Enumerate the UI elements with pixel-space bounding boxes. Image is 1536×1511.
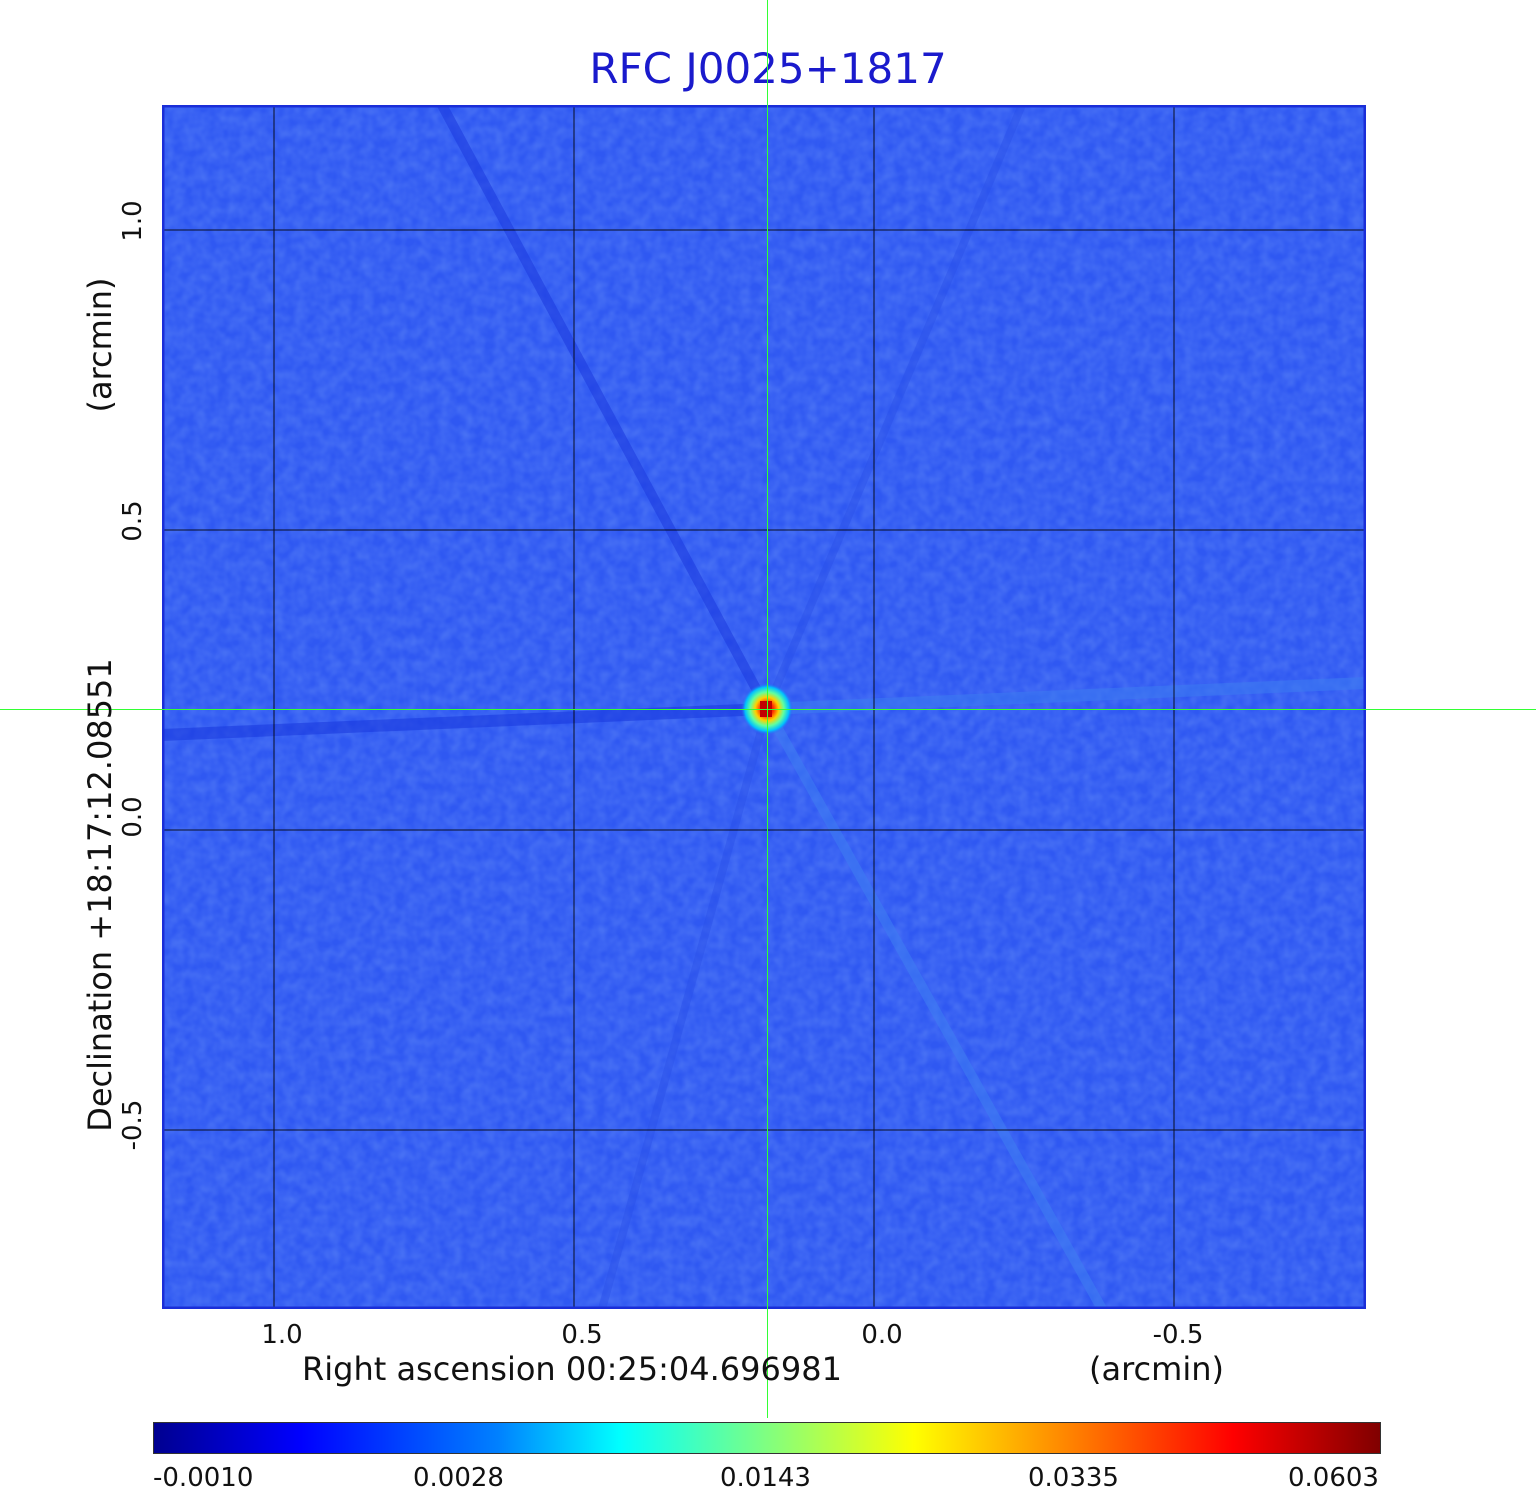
y-axis-unit: (arcmin) [81,277,119,413]
y-tick-label: -0.5 [118,1099,148,1151]
image-title: RFC J0025+1817 [589,44,947,93]
y-axis-label: Declination +18:17:12.08551 [81,658,119,1132]
colorbar-tick-label: 0.0335 [1028,1463,1119,1493]
y-tick-label: 0.5 [118,500,148,542]
colorbar-tick-label: -0.0010 [153,1463,254,1493]
coordinate-grid [162,105,1366,1309]
colorbar [153,1422,1381,1454]
colorbar-tick-label: 0.0603 [1288,1463,1379,1493]
sidelobe-streaks [162,105,1366,1309]
x-tick-label: -0.5 [1152,1320,1204,1350]
x-tick-label: 0.5 [561,1320,603,1350]
crosshair-horizontal [0,709,1536,710]
x-axis-unit: (arcmin) [1089,1350,1224,1388]
crosshair-vertical [767,0,768,1418]
colorbar-tick-label: 0.0143 [720,1463,811,1493]
y-tick-label: 0.0 [118,796,148,838]
colorbar-tick-label: 0.0028 [413,1463,504,1493]
map-frame [162,105,1366,1309]
x-tick-label: 1.0 [261,1320,303,1350]
radio-image-map[interactable] [162,105,1366,1309]
x-axis-label: Right ascension 00:25:04.696981 [302,1350,842,1388]
x-tick-label: 0.0 [861,1320,903,1350]
y-tick-label: 1.0 [118,200,148,242]
